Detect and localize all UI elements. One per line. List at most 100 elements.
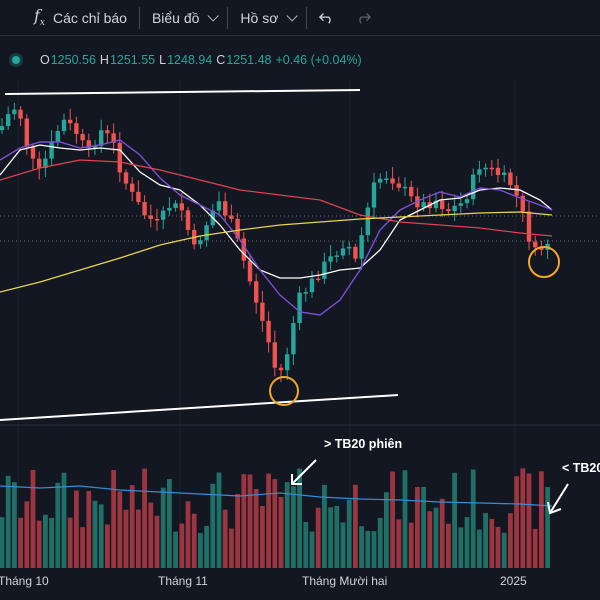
candle-body: [285, 354, 290, 371]
candle-body: [0, 126, 5, 130]
candle-body: [6, 114, 11, 127]
volume-bar: [98, 504, 104, 568]
candle-body: [136, 191, 141, 203]
volume-bar: [179, 523, 185, 568]
x-axis-label-dec: Tháng Mười hai: [302, 574, 388, 588]
candle-body: [402, 186, 408, 189]
open-value: 1250.56: [50, 53, 96, 67]
volume-bar: [439, 498, 445, 568]
candle-body: [37, 158, 42, 168]
volume-bar: [148, 502, 154, 568]
candle-body: [378, 178, 383, 183]
candle-body: [384, 178, 389, 180]
volume-bar: [532, 528, 538, 568]
candle-body: [247, 260, 253, 282]
candle-body: [390, 178, 395, 184]
price-chart[interactable]: [0, 72, 600, 572]
status-dot-icon: [12, 56, 20, 64]
volume-bar: [545, 487, 550, 568]
volume-average-line: [0, 485, 553, 507]
candle-body: [80, 133, 85, 141]
volume-bar: [470, 469, 476, 568]
candle-body: [204, 225, 209, 241]
volume-bar: [222, 509, 228, 568]
annotation-arrow-right: [547, 483, 569, 515]
volume-bar: [191, 513, 197, 568]
ma-purple-line: [0, 139, 553, 316]
high-key: H: [99, 53, 109, 67]
candle-body: [340, 248, 346, 256]
candle-body: [55, 131, 60, 143]
candle-body: [483, 167, 488, 170]
candle-body: [148, 215, 153, 219]
candle-body: [278, 367, 284, 371]
volume-bar: [185, 501, 191, 568]
volume-bar: [408, 522, 414, 568]
volume-bar: [315, 507, 321, 568]
candle-body: [167, 207, 172, 211]
volume-bar: [458, 527, 464, 568]
volume-bar: [526, 473, 532, 568]
volume-bar: [229, 528, 234, 568]
candle-body: [235, 218, 240, 239]
candle-body: [297, 292, 302, 324]
chevron-down-icon: [286, 9, 299, 22]
candle-body: [520, 195, 525, 212]
arrow-head: [547, 501, 562, 515]
chevron-down-icon: [207, 9, 220, 22]
redo-button[interactable]: [345, 0, 381, 36]
volume-bar: [390, 471, 395, 568]
x-axis-label-oct: Tháng 10: [0, 574, 49, 588]
candle-body: [533, 241, 538, 248]
volume-bar: [477, 529, 482, 568]
candle-body: [185, 210, 191, 230]
undo-button[interactable]: [309, 0, 345, 36]
candle-body: [440, 200, 445, 210]
candle-body: [322, 261, 327, 279]
volume-bar: [328, 507, 333, 568]
trendline-top: [4, 89, 361, 95]
toolbar-divider: [306, 6, 308, 29]
toolbar: fx Các chỉ báo Biểu đồ Hồ sơ: [0, 0, 600, 36]
volume-bar: [514, 476, 519, 568]
indicators-button[interactable]: fx Các chỉ báo: [0, 0, 137, 36]
volume-bar: [396, 519, 402, 568]
candle-body: [86, 140, 91, 148]
arrow-shaft: [291, 459, 317, 485]
volume-bar: [520, 468, 526, 568]
volume-bar: [415, 486, 420, 568]
volume-bar: [508, 513, 513, 568]
chart-menu-button[interactable]: Biểu đồ: [142, 0, 225, 36]
volume-bar: [241, 474, 247, 568]
volume-bar: [36, 520, 42, 568]
volume-bar: [253, 488, 259, 568]
fx-icon: fx: [34, 6, 45, 29]
volume-bar: [30, 469, 36, 568]
candle-body: [316, 278, 321, 281]
volume-bar: [167, 479, 172, 568]
volume-bar: [353, 484, 358, 568]
candle-body: [371, 182, 377, 208]
volume-bar: [74, 490, 79, 568]
volume-bar: [105, 524, 110, 568]
volume-bar: [340, 522, 346, 568]
candle-body: [123, 172, 129, 184]
candle-body: [260, 302, 265, 321]
volume-bar: [371, 531, 377, 568]
undo-icon: [319, 12, 332, 24]
volume-bar: [160, 487, 166, 568]
candle-body: [24, 118, 29, 147]
chart-grid: [0, 80, 600, 568]
open-key: O: [40, 53, 50, 67]
volume-bars: [0, 468, 550, 568]
high-value: 1251.55: [109, 53, 156, 67]
volume-bar: [260, 505, 265, 568]
profile-menu-button[interactable]: Hồ sơ: [230, 0, 304, 36]
volume-bar: [365, 530, 371, 568]
candle-body: [421, 202, 426, 208]
candle-body: [49, 142, 54, 159]
candle-body: [117, 142, 122, 173]
volume-bar: [433, 507, 439, 568]
candle-body: [303, 292, 308, 294]
low-value: 1248.94: [167, 53, 213, 67]
